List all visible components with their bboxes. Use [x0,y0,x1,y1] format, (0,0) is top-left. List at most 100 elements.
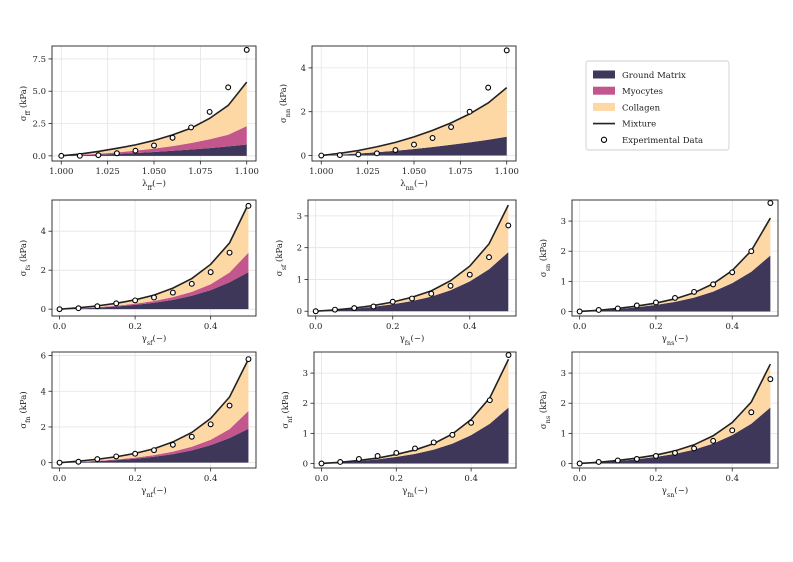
experimental-point [576,460,583,467]
experimental-point [94,303,101,310]
experimental-point [188,280,195,287]
experimental-point [318,460,325,467]
legend-label-collagen: Collagen [622,103,661,113]
experimental-point [748,409,755,416]
x-tick-label: 0.4 [463,322,477,332]
area-collagen [315,205,509,312]
experimental-point [672,449,678,456]
experimental-point [633,302,640,309]
x-tick-label: 0.2 [128,322,142,332]
legend-label-ground-matrix: Ground Matrix [622,71,686,81]
y-tick-label: 1 [297,275,302,285]
experimental-point [355,151,362,158]
panel-sn: 0.0 0.2 0.4 0 1 2 3 γns(−) σsn (kPa) [538,199,779,347]
y-tick-label: 1 [561,277,566,287]
area-ground-matrix [61,144,247,156]
y-tick-label: 3 [297,212,302,222]
x-tick-label: 0.4 [204,322,218,332]
y-tick-label: 3 [561,217,566,227]
legend-swatch-experimental-data [600,136,608,143]
experimental-point [56,306,63,313]
x-tick-label: 0.2 [128,474,142,484]
experimental-point [207,269,214,276]
x-axis-label: γfn(−) [402,485,427,499]
experimental-point [351,305,358,312]
x-tick-label: 1.100 [235,167,259,177]
x-tick-label: 0.0 [573,474,587,484]
y-tick-label: 6 [41,352,46,362]
experimental-point [332,306,338,313]
experimental-point [486,254,492,261]
experimental-point [188,433,195,440]
experimental-point [226,249,233,256]
y-tick-label: 2 [303,399,308,409]
experimental-point [336,152,343,159]
y-tick-label: 0.0 [32,152,46,162]
experimental-point [614,457,621,464]
mixture-line [61,81,248,157]
plot-frame [571,351,779,469]
experimental-point [412,445,418,452]
experimental-point [429,135,436,141]
experimental-point [486,397,493,404]
experimental-point [466,271,473,278]
y-tick-label: 2 [41,423,46,433]
experimental-point [448,124,455,130]
area-ground-matrix [321,136,507,156]
experimental-point [411,141,417,148]
legend-label-myocytes: Myocytes [622,87,663,97]
experimental-point [485,84,492,91]
experimental-point [449,431,456,438]
x-axis-label: γsf(−) [142,333,167,347]
experimental-point [226,402,233,409]
experimental-point [767,200,774,206]
experimental-point [729,269,736,276]
x-tick-label: 1.075 [448,167,472,177]
legend: Ground Matrix Myocytes Collagen Mixture Expe… [585,60,730,151]
experimental-point [370,303,377,310]
experimental-point [393,449,400,456]
x-tick-label: 0.0 [53,322,67,332]
y-tick-label: 2 [297,244,302,254]
experimental-point [595,307,602,313]
y-tick-label: 3 [561,369,566,379]
experimental-point [207,421,214,428]
experimental-point [318,152,325,159]
legend-label-experimental-data: Experimental Data [622,136,703,146]
experimental-point [113,300,120,307]
x-tick-label: 0.2 [649,474,663,484]
experimental-point [75,458,82,465]
y-tick-label: 0 [303,459,308,469]
experimental-point [151,294,157,301]
experimental-point [392,147,399,153]
experimental-point [430,439,437,446]
experimental-point [614,305,621,312]
plot-frame [51,199,257,317]
area-collagen [321,359,509,464]
x-axis-label: λff(−) [142,178,166,192]
experimental-point [409,295,415,302]
x-tick-label: 0.0 [53,474,67,484]
y-tick-label: 0 [41,305,46,315]
experimental-point [672,294,678,301]
experimental-point [691,445,698,452]
experimental-point [691,288,698,295]
legend-label-mixture: Mixture [622,120,656,130]
y-axis-label: σsn (kPa) [538,239,552,277]
panel-fs: 0.0 0.2 0.4 0 2 4 γsf(−) σfs (kPa) [18,199,257,347]
x-tick-label: 0.4 [725,474,739,484]
experimental-point [595,459,602,465]
y-tick-label: 0 [41,459,46,469]
y-tick-label: 0 [561,459,566,469]
experimental-point [748,248,755,255]
y-axis-label: σnn (kPa) [278,84,292,123]
y-tick-label: 4 [301,64,306,74]
legend-swatch-ground-matrix [593,70,615,79]
panel-sf: 0.0 0.2 0.4 0 1 2 3 γfs(−) σsf (kPa) [274,199,517,347]
area-ground-matrix [579,407,771,464]
plot-frame [307,199,517,317]
y-tick-label: 0 [561,307,566,317]
experimental-point [245,202,252,209]
experimental-point [355,456,362,462]
y-axis-label: σsf (kPa) [274,240,288,276]
